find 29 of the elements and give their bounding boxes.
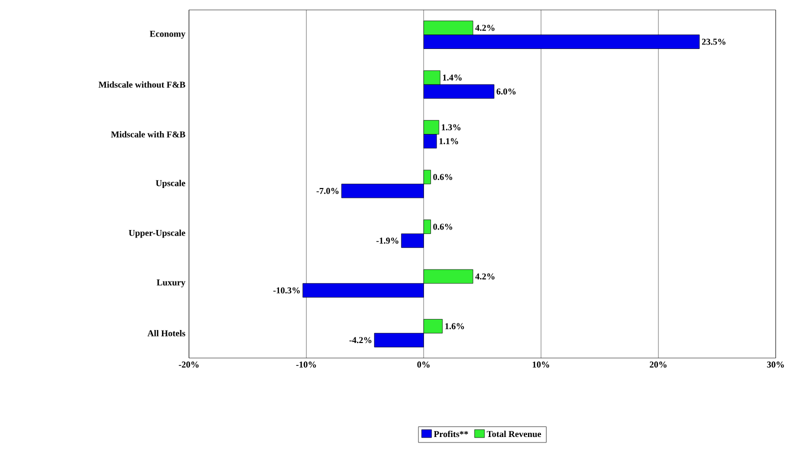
legend-label: Profits** — [434, 430, 468, 438]
data-label: 1.6% — [445, 323, 464, 330]
x-tick-label: -10% — [296, 362, 316, 368]
y-tick-label: Midscale without F&B — [98, 82, 186, 88]
data-label: 1.4% — [443, 74, 462, 81]
y-tick-label: Upscale — [156, 180, 186, 188]
data-label: 4.2% — [475, 274, 494, 280]
data-label: -10.3% — [273, 288, 300, 294]
x-tick-label: 20% — [650, 362, 666, 368]
x-tick-label: 0% — [417, 362, 430, 368]
x-tick-label: 30% — [767, 362, 784, 368]
data-label: 0.6% — [433, 224, 452, 230]
data-label: 0.6% — [433, 174, 452, 180]
data-label: 1.3% — [442, 124, 460, 131]
y-tick-label: Midscale with F&B — [111, 131, 186, 138]
data-label: -4.2% — [349, 337, 372, 344]
y-tick-label: All Hotels — [148, 330, 186, 337]
data-label: 23.5% — [702, 38, 726, 46]
data-label: 4.2% — [475, 25, 494, 32]
data-label: -7.0% — [316, 188, 338, 194]
data-label: -1.9% — [376, 238, 398, 244]
legend-label: Total Revenue — [486, 430, 542, 438]
y-tick-label: Luxury — [156, 280, 186, 288]
y-tick-label: Upper-Upscale — [128, 230, 186, 238]
x-tick-label: -20% — [178, 362, 199, 368]
y-tick-label: Economy — [150, 31, 186, 39]
x-tick-label: 10% — [532, 362, 550, 368]
data-label: 1.1% — [439, 138, 458, 144]
data-label: 6.0% — [496, 88, 516, 95]
